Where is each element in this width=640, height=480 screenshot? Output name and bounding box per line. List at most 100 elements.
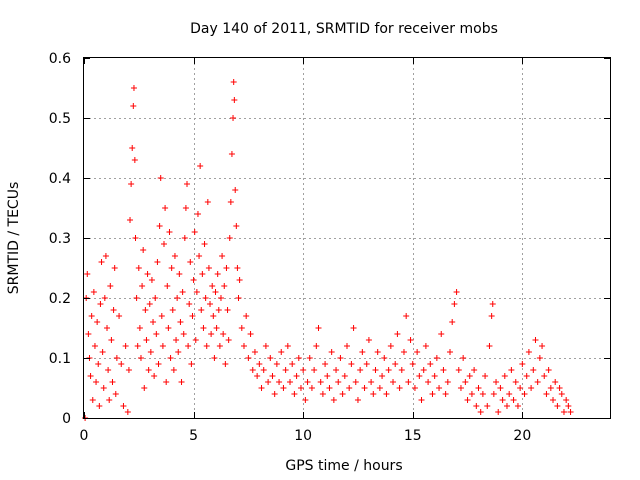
data-point (224, 307, 231, 313)
data-point (394, 331, 401, 337)
data-point (528, 385, 535, 391)
data-point (464, 397, 471, 403)
data-point (330, 397, 337, 403)
data-point (536, 355, 543, 361)
data-point (122, 343, 129, 349)
data-point (530, 367, 537, 373)
data-point (543, 391, 550, 397)
data-point (278, 349, 285, 355)
data-point (219, 253, 226, 259)
data-point (398, 367, 405, 373)
data-point (484, 403, 491, 409)
data-point (346, 385, 353, 391)
data-point (418, 397, 425, 403)
data-point (348, 361, 355, 367)
data-point (231, 97, 238, 103)
data-point (381, 355, 388, 361)
data-point (493, 379, 500, 385)
y-tick-labels: 0 0.1 0.2 0.3 0.4 0.5 0.6 (49, 51, 71, 427)
data-point (488, 313, 495, 319)
data-point (489, 301, 496, 307)
data-point (521, 391, 528, 397)
data-point (156, 223, 163, 229)
data-point (352, 379, 359, 385)
data-point (112, 391, 119, 397)
data-point (284, 343, 291, 349)
data-point (319, 391, 326, 397)
data-point (291, 391, 298, 397)
data-point (146, 301, 153, 307)
data-point (143, 337, 150, 343)
data-point (512, 379, 519, 385)
data-point (510, 397, 517, 403)
data-point (209, 283, 216, 289)
data-point (567, 409, 574, 415)
data-point (214, 271, 221, 277)
data-point (306, 355, 313, 361)
data-point (503, 403, 510, 409)
data-point (304, 379, 311, 385)
data-point (169, 307, 176, 313)
data-point (140, 247, 147, 253)
data-point (457, 385, 464, 391)
data-point (87, 373, 94, 379)
data-point (495, 409, 502, 415)
data-point (440, 367, 447, 373)
data-point (341, 373, 348, 379)
data-point (194, 211, 201, 217)
data-point (211, 355, 218, 361)
data-point (151, 373, 158, 379)
data-point (265, 379, 272, 385)
data-point (333, 367, 340, 373)
data-point (482, 373, 489, 379)
data-point (225, 337, 232, 343)
data-point (379, 373, 386, 379)
data-point (202, 295, 209, 301)
data-point (477, 409, 484, 415)
data-point (101, 295, 108, 301)
data-point (422, 343, 429, 349)
data-point (175, 349, 182, 355)
data-point (152, 295, 159, 301)
data-point (302, 397, 309, 403)
data-point (271, 391, 278, 397)
data-point (499, 397, 506, 403)
data-point (317, 379, 324, 385)
y-tick-label: 0 (62, 411, 71, 427)
data-point (221, 283, 228, 289)
data-point (154, 259, 161, 265)
data-point (280, 385, 287, 391)
data-point (200, 325, 207, 331)
data-point (368, 379, 375, 385)
data-point (245, 355, 252, 361)
data-point (188, 361, 195, 367)
data-point (228, 151, 235, 157)
data-point (354, 397, 361, 403)
data-point (414, 349, 421, 355)
grid (84, 58, 610, 418)
data-point (260, 367, 267, 373)
data-point (129, 145, 136, 151)
data-point (563, 397, 570, 403)
data-point (118, 361, 125, 367)
data-point (150, 319, 157, 325)
data-point (127, 217, 134, 223)
data-point (471, 367, 478, 373)
data-point (99, 349, 106, 355)
data-point (392, 361, 399, 367)
data-point (104, 325, 111, 331)
data-point (385, 367, 392, 373)
data-point (230, 115, 237, 121)
data-point (269, 373, 276, 379)
data-point (165, 325, 172, 331)
data-point (124, 409, 131, 415)
data-point (130, 85, 137, 91)
data-point (337, 355, 344, 361)
data-point (455, 367, 462, 373)
data-point (407, 337, 414, 343)
data-point (105, 367, 112, 373)
data-point (376, 385, 383, 391)
data-point (411, 385, 418, 391)
x-tick-labels: 0 5 10 15 20 (80, 428, 532, 444)
